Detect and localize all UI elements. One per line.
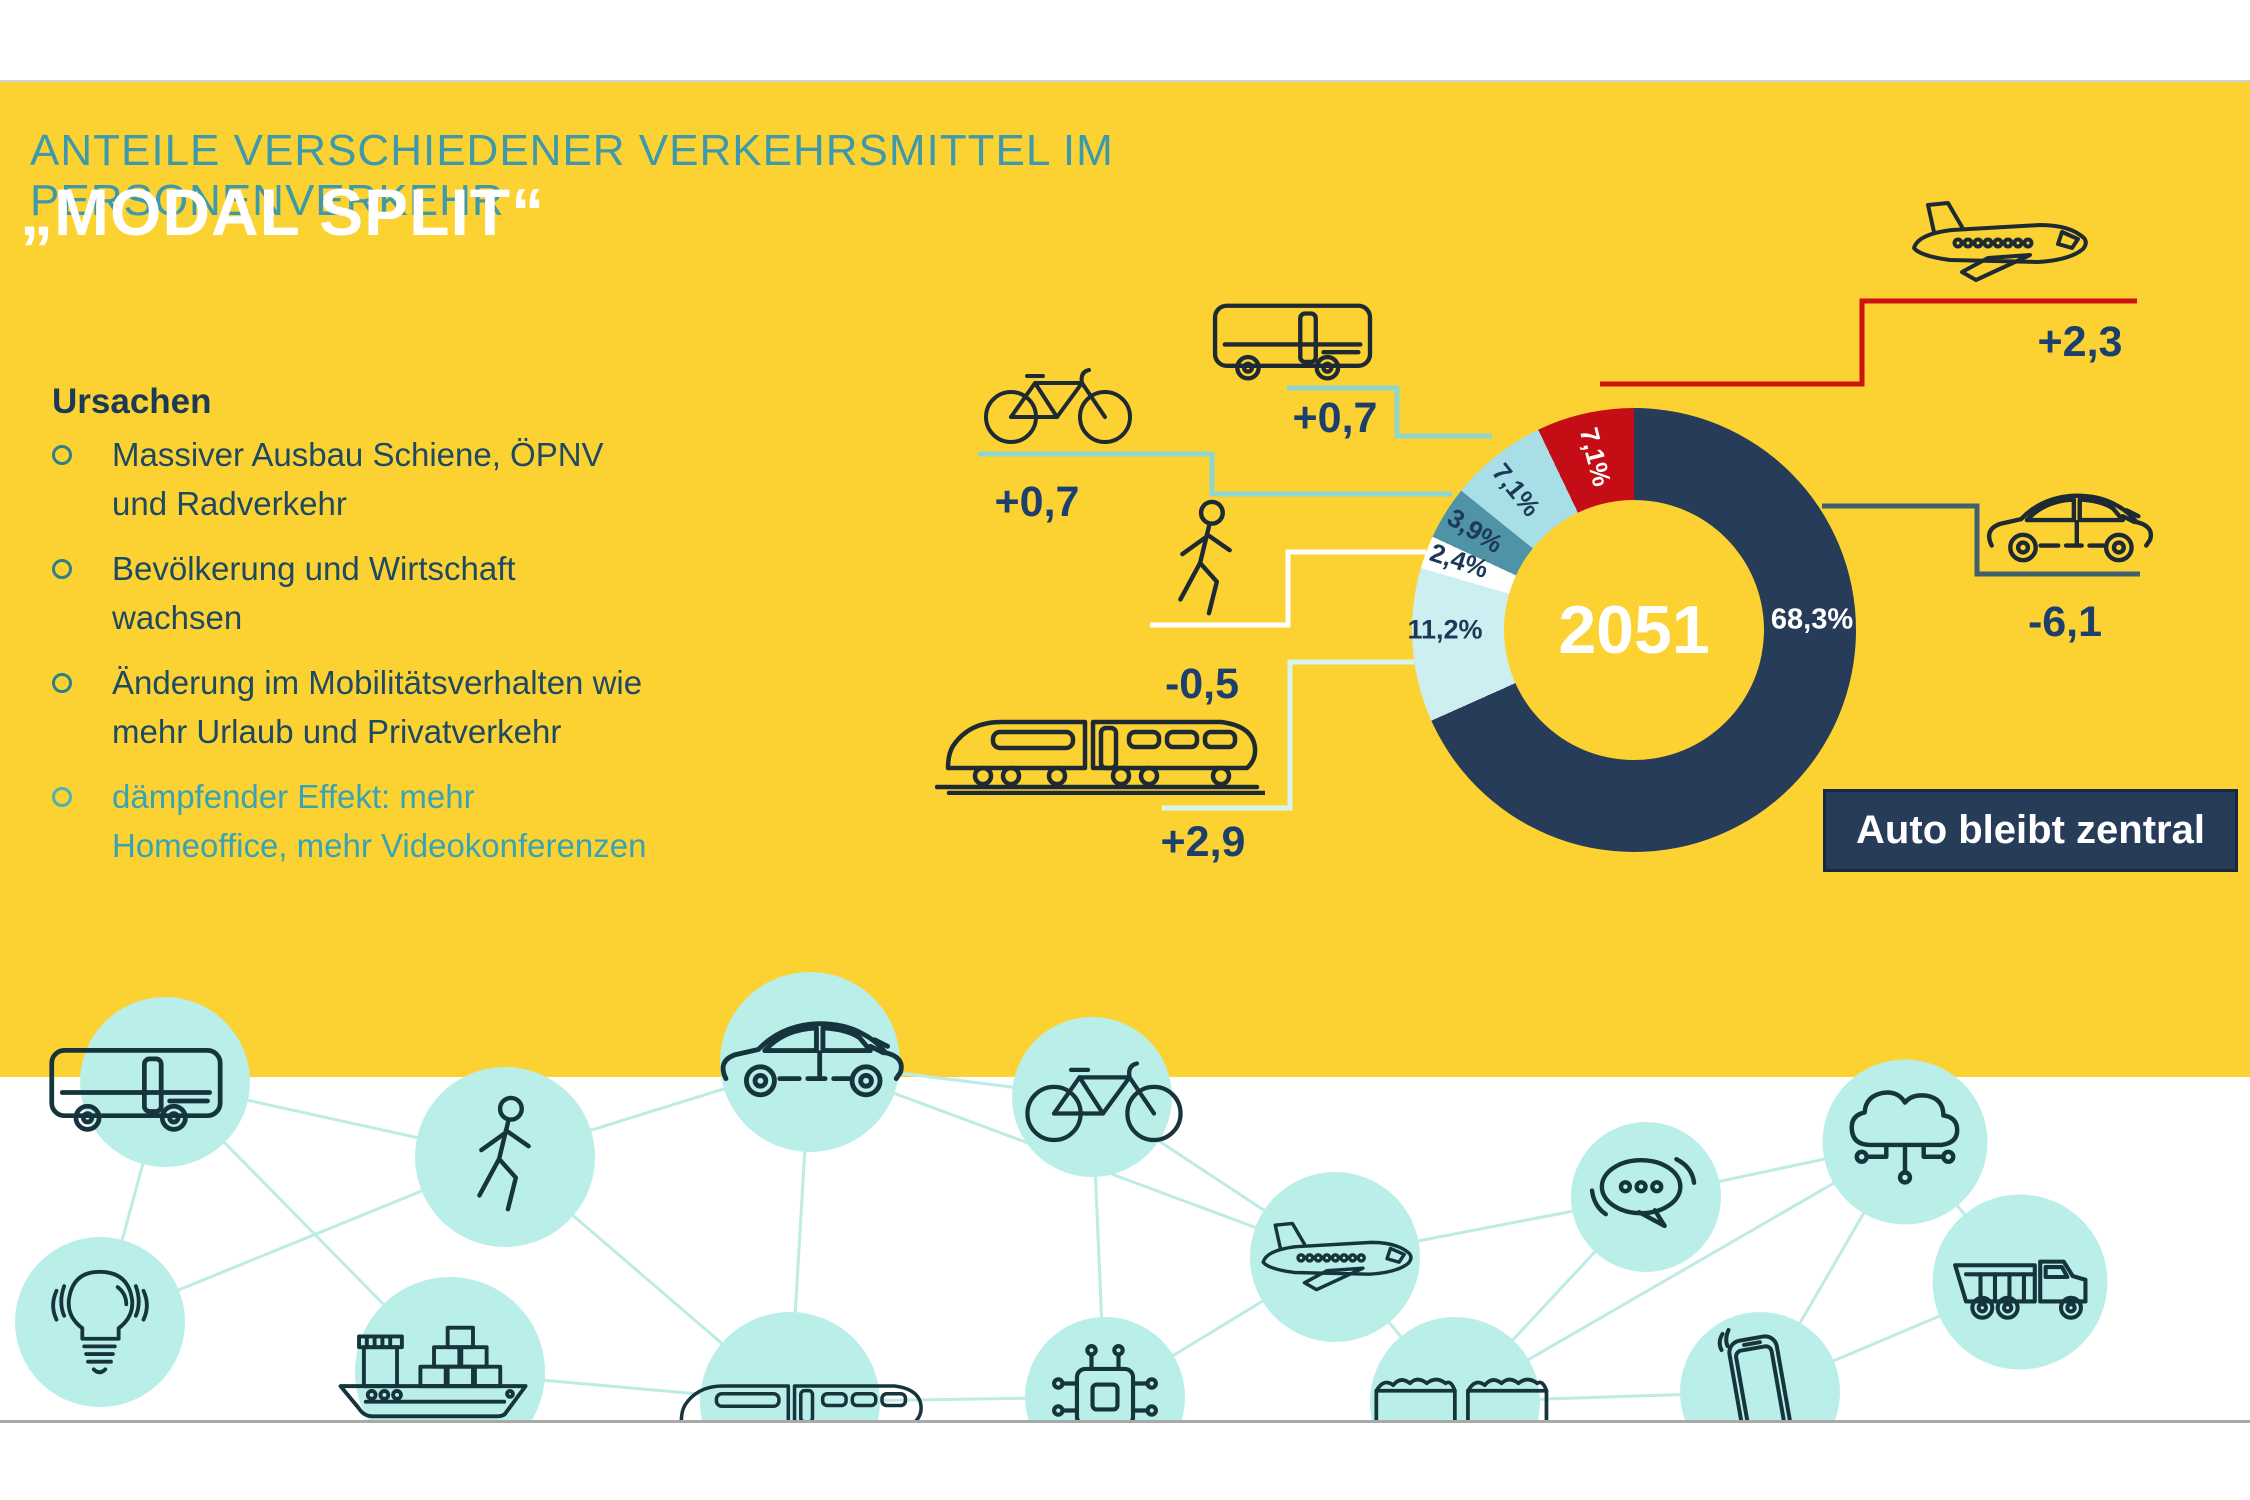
page-subtitle: „MODAL SPLIT“: [20, 175, 546, 249]
plane-icon: [1900, 192, 2095, 292]
causes-heading: Ursachen: [52, 382, 212, 421]
page-title: ANTEILE VERSCHIEDENER VERKEHRSMITTEL IM …: [30, 126, 1114, 225]
cause-item: dämpfender Effekt: mehr Homeoffice, mehr…: [48, 772, 648, 870]
train-icon: [671, 1361, 929, 1420]
donut-hole: [1504, 500, 1764, 760]
microchip-icon: [1038, 1330, 1173, 1420]
bullet-icon: [52, 559, 72, 579]
modal-split-donut-chart: 2051 68,3% 11,2% 2,4% 3,9% 7,1% 7,1%: [1407, 408, 1856, 852]
plane-icon: [1251, 1214, 1419, 1300]
bike-icon: [1024, 1047, 1184, 1148]
bus-icon: [1196, 298, 1391, 390]
slice-label-rail: 11,2%: [1407, 614, 1483, 645]
train-icon: [934, 690, 1268, 796]
yellow-background-panel: [0, 82, 2250, 1077]
causes-list: Massiver Ausbau Schiene, ÖPNV und Radver…: [48, 430, 648, 886]
chart-center-year: 2051: [1558, 592, 1710, 668]
ship-icon: [333, 1316, 538, 1420]
chat-icon: [1582, 1146, 1710, 1249]
cause-text: dämpfender Effekt: mehr Homeoffice, mehr…: [112, 778, 647, 864]
cause-text: Massiver Ausbau Schiene, ÖPNV und Radver…: [112, 436, 604, 522]
cause-item: Bevölkerung und Wirtschaft wachsen: [48, 544, 648, 642]
pedestrian-icon: [461, 1093, 549, 1221]
bullet-icon: [52, 673, 72, 693]
cause-item: Massiver Ausbau Schiene, ÖPNV und Radver…: [48, 430, 648, 528]
cloud-network-icon: [1831, 1078, 1979, 1206]
freight-train-icon: [1360, 1355, 1575, 1420]
car-icon: [713, 1008, 908, 1105]
bike-change-value: +0,7: [994, 478, 1080, 526]
cause-text: Bevölkerung und Wirtschaft wachsen: [112, 550, 516, 636]
callout-badge: Auto bleibt zentral: [1823, 789, 2238, 872]
pedestrian-icon: [1162, 497, 1250, 625]
bullet-icon: [52, 787, 72, 807]
car-change-value: -6,1: [2027, 598, 2103, 646]
bike-icon: [983, 354, 1133, 449]
cause-text: Änderung im Mobilitätsverhalten wie mehr…: [112, 664, 643, 750]
train-change-value: +2,9: [1160, 818, 1246, 866]
infographic-slide: ANTEILE VERSCHIEDENER VERKEHRSMITTEL IM …: [0, 80, 2250, 1423]
plane-change-value: +2,3: [2037, 318, 2123, 366]
smartphone-icon: [1713, 1322, 1808, 1420]
car-icon: [1978, 481, 2158, 569]
bus-icon: [47, 1042, 227, 1142]
lightbulb-icon: [45, 1262, 155, 1382]
slice-label-car: 68,3%: [1770, 603, 1854, 636]
truck-icon: [1944, 1235, 2112, 1330]
bullet-icon: [52, 445, 72, 465]
bus-change-value: +0,7: [1292, 394, 1378, 442]
cause-item: Änderung im Mobilitätsverhalten wie mehr…: [48, 658, 648, 756]
